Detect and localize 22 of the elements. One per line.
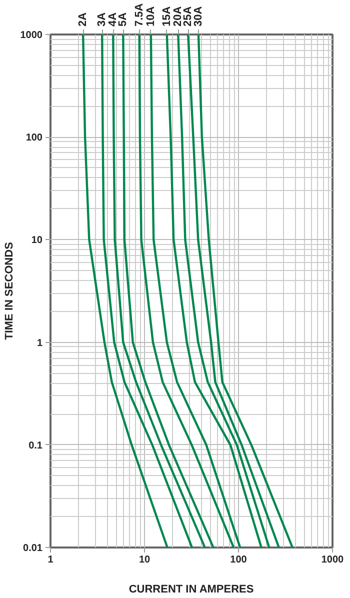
text: 10A <box>144 6 157 26</box>
text: 7.5A <box>133 3 146 26</box>
y-tick-label: 0.1 <box>28 440 43 452</box>
x-tick-label: 1 <box>48 554 54 566</box>
x-tick-label: 10 <box>138 554 150 566</box>
text: 2A <box>77 12 90 26</box>
y-tick-label: 0.01 <box>23 543 43 554</box>
text: 5A <box>117 12 130 26</box>
text: 20A <box>172 6 184 26</box>
text: 3A <box>96 12 108 26</box>
x-tick-label: 1000 <box>321 554 344 566</box>
text: 15A <box>160 6 173 26</box>
y-axis-title: TIME IN SECONDS <box>3 242 16 340</box>
text: 30A <box>192 6 204 26</box>
x-axis-title: CURRENT IN AMPERES <box>128 584 254 596</box>
y-tick-label: 1 <box>36 338 43 349</box>
text: 25A <box>182 6 194 26</box>
x-tick-label: 100 <box>230 554 248 566</box>
y-tick-label: 1000 <box>20 30 43 41</box>
text: 4A <box>107 12 120 26</box>
y-tick-label: 100 <box>26 132 43 144</box>
y-tick-label: 10 <box>31 235 43 246</box>
